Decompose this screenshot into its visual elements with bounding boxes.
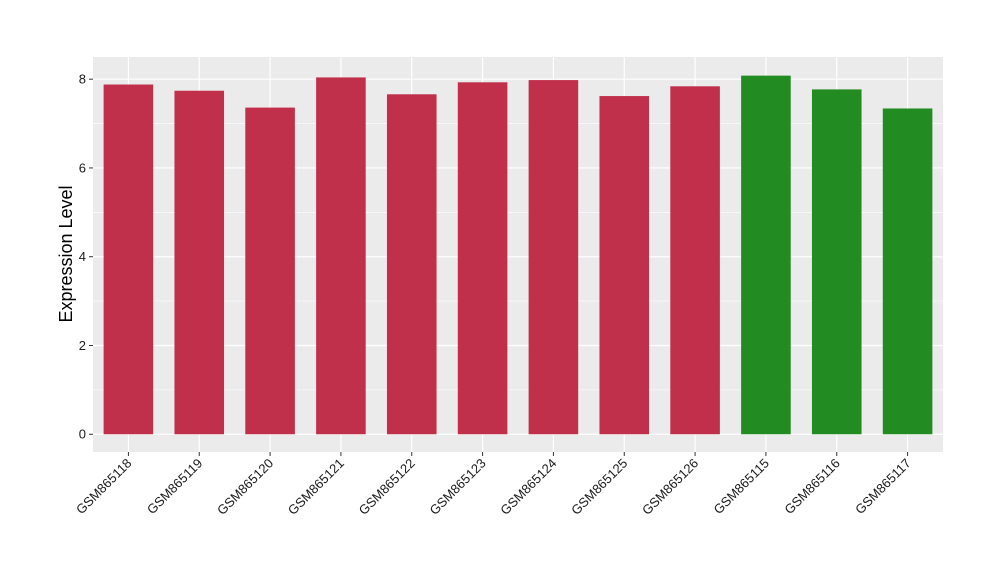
bar (811, 89, 862, 435)
x-tick-label: GSM865118 (73, 456, 135, 518)
x-tick-label: GSM865123 (426, 456, 488, 518)
y-axis-title: Expression Level (56, 185, 76, 322)
x-tick-label: GSM865120 (214, 456, 276, 518)
bar (103, 84, 154, 435)
plot-panel (93, 57, 943, 452)
x-tick-label: GSM865125 (568, 456, 630, 518)
bar (599, 96, 650, 435)
bar (670, 86, 720, 435)
bar (457, 82, 508, 435)
bar (245, 107, 295, 435)
y-tick-label: 2 (79, 338, 86, 353)
minor-gridlines (93, 123, 943, 391)
x-axis: GSM865118 GSM865119 GSM865120 GSM865121 GSM8… (73, 452, 914, 518)
x-tick-label: GSM865119 (144, 456, 206, 518)
x-tick-label: GSM865126 (639, 456, 701, 518)
x-tick-label: GSM865124 (497, 456, 559, 518)
y-tick-label: 8 (79, 72, 86, 87)
bar (741, 75, 791, 435)
bar (174, 90, 225, 435)
x-tick-label: GSM865121 (285, 456, 347, 518)
bar (386, 94, 437, 435)
y-axis: 0 2 4 6 8 (79, 72, 93, 442)
y-tick-label: 4 (79, 249, 86, 264)
x-tick-label: GSM865115 (710, 456, 772, 518)
bars (103, 75, 933, 435)
x-tick-label: GSM865122 (356, 456, 418, 518)
x-tick-label: GSM865116 (781, 456, 843, 518)
bar (316, 77, 366, 435)
y-tick-label: 0 (79, 427, 86, 442)
y-tick-label: 6 (79, 160, 86, 175)
bar (882, 108, 933, 435)
x-tick-label: GSM865117 (852, 456, 914, 518)
bar (528, 80, 579, 435)
